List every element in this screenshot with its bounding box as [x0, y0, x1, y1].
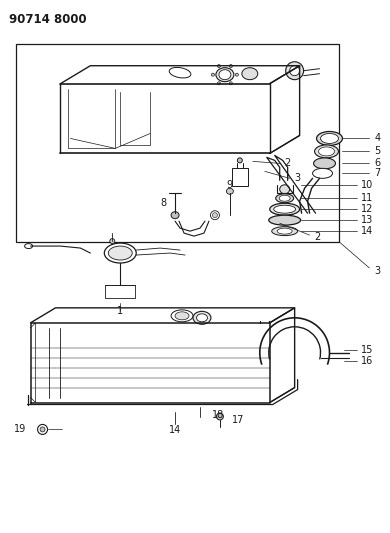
Text: 7: 7 [374, 168, 381, 179]
Text: 2: 2 [315, 232, 321, 242]
Ellipse shape [216, 68, 234, 82]
Ellipse shape [217, 64, 220, 68]
Ellipse shape [216, 413, 223, 420]
Text: 17: 17 [232, 415, 244, 425]
Text: 12: 12 [362, 204, 374, 214]
Ellipse shape [315, 145, 339, 158]
Ellipse shape [25, 244, 33, 248]
Ellipse shape [175, 312, 189, 320]
Ellipse shape [272, 227, 298, 236]
Ellipse shape [211, 211, 220, 220]
Ellipse shape [193, 311, 211, 324]
Ellipse shape [217, 82, 220, 85]
Ellipse shape [171, 310, 193, 322]
Ellipse shape [104, 243, 136, 263]
Ellipse shape [211, 73, 215, 76]
Ellipse shape [279, 195, 290, 201]
Text: 8: 8 [160, 198, 166, 208]
Ellipse shape [319, 147, 335, 156]
Text: 15: 15 [362, 345, 374, 354]
Ellipse shape [219, 70, 231, 79]
Ellipse shape [108, 246, 132, 260]
Ellipse shape [312, 168, 333, 179]
Ellipse shape [229, 64, 232, 68]
Ellipse shape [242, 68, 258, 79]
Text: 13: 13 [362, 215, 374, 225]
Ellipse shape [269, 215, 301, 225]
Ellipse shape [37, 424, 48, 434]
Text: 10: 10 [362, 180, 374, 190]
Ellipse shape [321, 133, 339, 143]
Text: 14: 14 [362, 226, 374, 236]
Ellipse shape [280, 185, 290, 194]
Ellipse shape [277, 228, 292, 234]
Text: 9: 9 [227, 180, 233, 190]
Bar [232, 168, 248, 187]
Text: 5: 5 [374, 147, 381, 156]
Ellipse shape [213, 213, 217, 217]
Text: 14: 14 [169, 425, 181, 435]
Ellipse shape [276, 194, 294, 203]
Text: 4: 4 [374, 133, 381, 143]
Text: 1: 1 [117, 306, 123, 316]
Ellipse shape [169, 68, 191, 78]
Ellipse shape [235, 73, 238, 76]
Ellipse shape [229, 82, 232, 85]
Ellipse shape [317, 132, 342, 146]
Ellipse shape [238, 158, 242, 163]
Ellipse shape [270, 203, 300, 215]
Text: 16: 16 [362, 356, 374, 366]
Ellipse shape [226, 188, 233, 194]
Text: 11: 11 [362, 193, 374, 203]
Text: 6: 6 [374, 158, 381, 168]
Text: 90714 8000: 90714 8000 [9, 13, 86, 26]
Ellipse shape [314, 158, 335, 169]
Text: 18: 18 [212, 410, 224, 421]
Text: 3: 3 [374, 266, 381, 276]
Bar [16, 44, 339, 242]
Ellipse shape [40, 427, 45, 432]
Text: 3: 3 [294, 173, 301, 183]
Ellipse shape [290, 66, 300, 76]
Text: 19: 19 [14, 424, 27, 434]
Text: 2: 2 [285, 158, 291, 168]
Ellipse shape [171, 212, 179, 219]
Ellipse shape [197, 314, 207, 322]
Ellipse shape [110, 239, 115, 244]
Ellipse shape [274, 205, 296, 213]
Ellipse shape [286, 62, 303, 79]
